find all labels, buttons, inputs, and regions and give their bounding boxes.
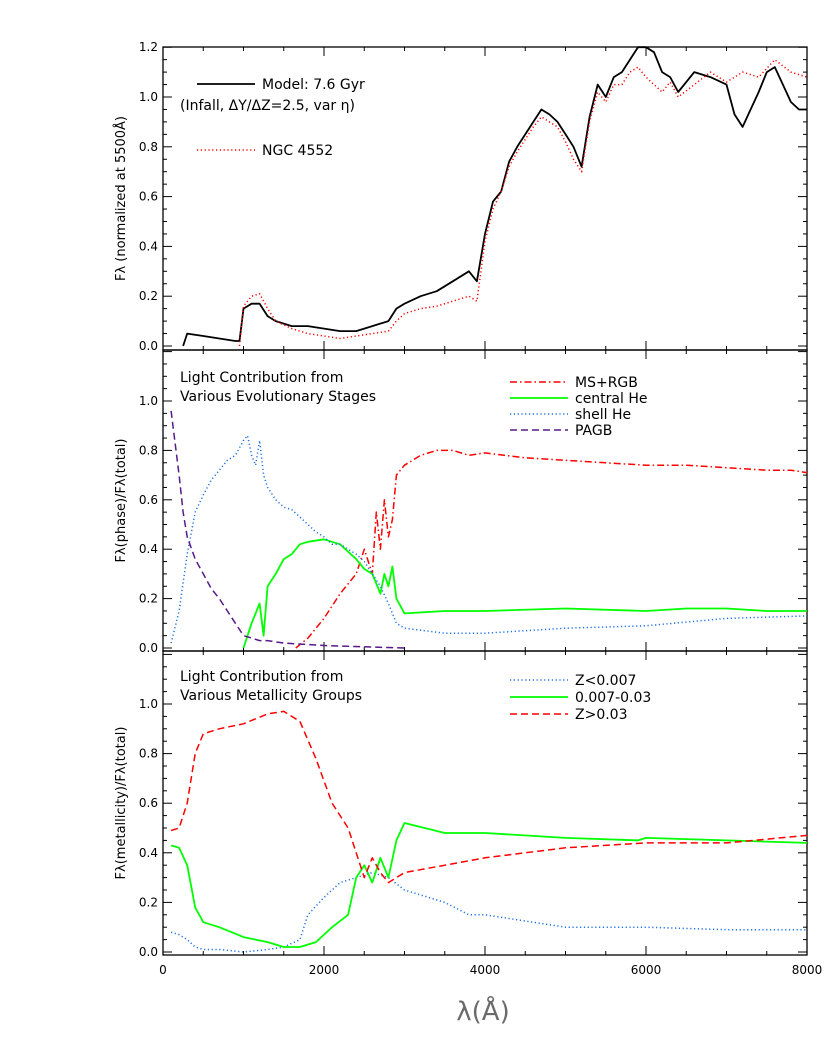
- legend-label: NGC 4552: [262, 143, 333, 159]
- series-line: [238, 58, 808, 347]
- y-tick-label: 1.2: [139, 40, 158, 54]
- y-tick-label: 1.0: [139, 90, 158, 104]
- series-line: [170, 871, 807, 953]
- x-axis-label: λ(Å): [456, 995, 509, 1027]
- x-tick-label: 0: [159, 963, 167, 977]
- y-tick-label: 0.6: [139, 796, 158, 810]
- y-tick-label: 0.2: [139, 592, 158, 606]
- y-axis-label: Fλ(metallicity)/Fλ(total): [114, 727, 129, 880]
- y-axis-label: Fλ (normalized at 5500Å): [113, 116, 129, 281]
- y-tick-label: 0.4: [139, 846, 158, 860]
- series-line: [170, 710, 808, 884]
- y-tick-label: 0.8: [139, 747, 158, 761]
- y-tick-label: 0.0: [139, 945, 158, 959]
- legend-label: Z>0.03: [575, 707, 628, 723]
- series-line: [182, 46, 807, 347]
- y-tick-label: 1.0: [139, 697, 158, 711]
- x-tick-label: 6000: [631, 963, 662, 977]
- legend-label: MS+RGB: [575, 375, 638, 391]
- y-tick-label: 0.8: [139, 443, 158, 457]
- y-tick-label: 0.8: [139, 140, 158, 154]
- x-tick-label: 4000: [470, 963, 501, 977]
- annotation-text: (Infall, ΔY/ΔZ=2.5, var η): [180, 98, 355, 114]
- annotation-text: Various Evolutionary Stages: [180, 389, 376, 405]
- series-line: [242, 538, 807, 649]
- series-line: [170, 410, 405, 649]
- y-tick-label: 0.4: [139, 542, 158, 556]
- series-line: [295, 449, 808, 649]
- y-tick-label: 0.0: [139, 339, 158, 353]
- legend-label: PAGB: [575, 423, 612, 439]
- legend-label: Z<0.007: [575, 673, 636, 689]
- legend-label: 0.007-0.03: [575, 690, 651, 706]
- annotation-text: Various Metallicity Groups: [180, 688, 362, 704]
- legend-label: shell He: [575, 407, 631, 423]
- y-tick-label: 0.0: [139, 641, 158, 655]
- x-tick-label: 8000: [792, 963, 823, 977]
- y-tick-label: 0.2: [139, 895, 158, 909]
- y-tick-label: 0.4: [139, 239, 158, 253]
- y-tick-label: 1.0: [139, 394, 158, 408]
- x-tick-label: 2000: [309, 963, 340, 977]
- legend-label: Model: 7.6 Gyr: [262, 77, 365, 93]
- series-line: [170, 822, 808, 948]
- y-tick-label: 0.6: [139, 190, 158, 204]
- annotation-text: Light Contribution from: [180, 669, 343, 685]
- annotation-text: Light Contribution from: [180, 370, 343, 386]
- y-tick-label: 0.2: [139, 289, 158, 303]
- series-line: [170, 434, 808, 644]
- y-axis-label: Fλ(phase)/Fλ(total): [114, 439, 129, 563]
- legend-label: central He: [575, 391, 648, 407]
- y-tick-label: 0.6: [139, 493, 158, 507]
